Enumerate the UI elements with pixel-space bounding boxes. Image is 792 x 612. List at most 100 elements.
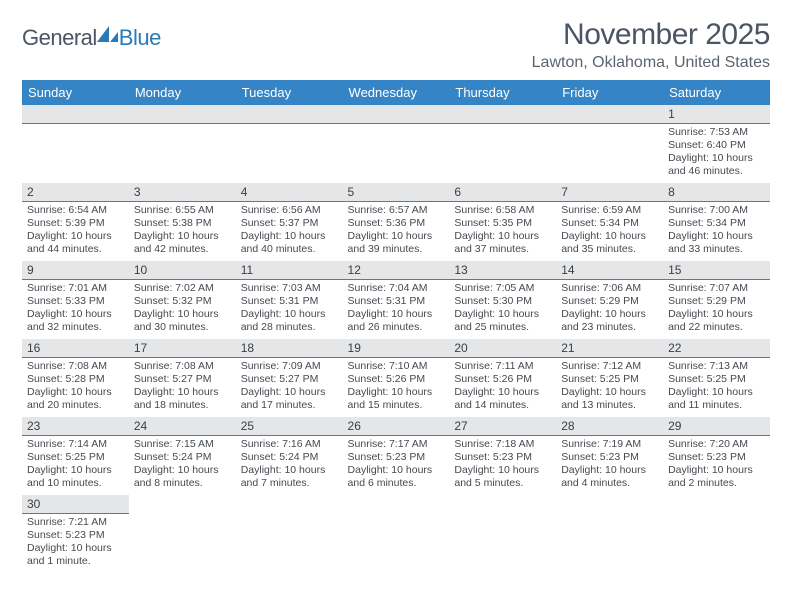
day-detail: Sunrise: 6:54 AMSunset: 5:39 PMDaylight:… xyxy=(22,202,129,261)
day-number-bar: 30 xyxy=(22,495,129,514)
sunrise-text: Sunrise: 7:07 AM xyxy=(668,282,765,295)
day-number-bar: 27 xyxy=(449,417,556,436)
calendar-cell: 28Sunrise: 7:19 AMSunset: 5:23 PMDayligh… xyxy=(556,417,663,495)
day-number-bar xyxy=(129,105,236,124)
day-detail: Sunrise: 7:11 AMSunset: 5:26 PMDaylight:… xyxy=(449,358,556,417)
sunrise-text: Sunrise: 6:58 AM xyxy=(454,204,551,217)
calendar-cell: 2Sunrise: 6:54 AMSunset: 5:39 PMDaylight… xyxy=(22,183,129,261)
day-number-bar: 10 xyxy=(129,261,236,280)
daylight-text: Daylight: 10 hours and 25 minutes. xyxy=(454,308,551,334)
day-detail: Sunrise: 7:00 AMSunset: 5:34 PMDaylight:… xyxy=(663,202,770,261)
day-detail: Sunrise: 7:14 AMSunset: 5:25 PMDaylight:… xyxy=(22,436,129,495)
day-detail: Sunrise: 7:21 AMSunset: 5:23 PMDaylight:… xyxy=(22,514,129,573)
daylight-text: Daylight: 10 hours and 32 minutes. xyxy=(27,308,124,334)
day-detail: Sunrise: 6:58 AMSunset: 5:35 PMDaylight:… xyxy=(449,202,556,261)
sunrise-text: Sunrise: 7:10 AM xyxy=(348,360,445,373)
day-header: Wednesday xyxy=(343,80,450,105)
sunrise-text: Sunrise: 7:08 AM xyxy=(134,360,231,373)
calendar-cell: 6Sunrise: 6:58 AMSunset: 5:35 PMDaylight… xyxy=(449,183,556,261)
sunset-text: Sunset: 5:25 PM xyxy=(561,373,658,386)
sunset-text: Sunset: 5:25 PM xyxy=(668,373,765,386)
day-header: Thursday xyxy=(449,80,556,105)
sunset-text: Sunset: 5:26 PM xyxy=(454,373,551,386)
day-detail: Sunrise: 7:12 AMSunset: 5:25 PMDaylight:… xyxy=(556,358,663,417)
calendar-cell: 12Sunrise: 7:04 AMSunset: 5:31 PMDayligh… xyxy=(343,261,450,339)
day-detail: Sunrise: 7:04 AMSunset: 5:31 PMDaylight:… xyxy=(343,280,450,339)
daylight-text: Daylight: 10 hours and 4 minutes. xyxy=(561,464,658,490)
daylight-text: Daylight: 10 hours and 5 minutes. xyxy=(454,464,551,490)
calendar-week-row: 9Sunrise: 7:01 AMSunset: 5:33 PMDaylight… xyxy=(22,261,770,339)
calendar-cell: 27Sunrise: 7:18 AMSunset: 5:23 PMDayligh… xyxy=(449,417,556,495)
day-number-bar: 25 xyxy=(236,417,343,436)
day-detail: Sunrise: 7:03 AMSunset: 5:31 PMDaylight:… xyxy=(236,280,343,339)
sunrise-text: Sunrise: 6:59 AM xyxy=(561,204,658,217)
calendar-cell: 16Sunrise: 7:08 AMSunset: 5:28 PMDayligh… xyxy=(22,339,129,417)
sunset-text: Sunset: 5:33 PM xyxy=(27,295,124,308)
sunset-text: Sunset: 5:27 PM xyxy=(134,373,231,386)
day-number-bar xyxy=(236,105,343,124)
calendar-table: SundayMondayTuesdayWednesdayThursdayFrid… xyxy=(22,80,770,573)
day-detail: Sunrise: 6:56 AMSunset: 5:37 PMDaylight:… xyxy=(236,202,343,261)
day-detail: Sunrise: 6:57 AMSunset: 5:36 PMDaylight:… xyxy=(343,202,450,261)
daylight-text: Daylight: 10 hours and 2 minutes. xyxy=(668,464,765,490)
sunset-text: Sunset: 5:36 PM xyxy=(348,217,445,230)
daylight-text: Daylight: 10 hours and 42 minutes. xyxy=(134,230,231,256)
day-detail: Sunrise: 7:20 AMSunset: 5:23 PMDaylight:… xyxy=(663,436,770,495)
month-title: November 2025 xyxy=(532,18,770,52)
sail-icon xyxy=(95,24,121,51)
daylight-text: Daylight: 10 hours and 18 minutes. xyxy=(134,386,231,412)
sunrise-text: Sunrise: 7:11 AM xyxy=(454,360,551,373)
calendar-cell: 8Sunrise: 7:00 AMSunset: 5:34 PMDaylight… xyxy=(663,183,770,261)
daylight-text: Daylight: 10 hours and 35 minutes. xyxy=(561,230,658,256)
calendar-cell: 17Sunrise: 7:08 AMSunset: 5:27 PMDayligh… xyxy=(129,339,236,417)
day-number-bar: 5 xyxy=(343,183,450,202)
sunrise-text: Sunrise: 7:03 AM xyxy=(241,282,338,295)
daylight-text: Daylight: 10 hours and 37 minutes. xyxy=(454,230,551,256)
sunrise-text: Sunrise: 7:13 AM xyxy=(668,360,765,373)
day-number-bar: 23 xyxy=(22,417,129,436)
calendar-cell: 29Sunrise: 7:20 AMSunset: 5:23 PMDayligh… xyxy=(663,417,770,495)
calendar-cell xyxy=(129,105,236,183)
calendar-cell: 15Sunrise: 7:07 AMSunset: 5:29 PMDayligh… xyxy=(663,261,770,339)
brand-text-blue: Blue xyxy=(119,25,161,51)
sunrise-text: Sunrise: 6:54 AM xyxy=(27,204,124,217)
calendar-cell: 13Sunrise: 7:05 AMSunset: 5:30 PMDayligh… xyxy=(449,261,556,339)
daylight-text: Daylight: 10 hours and 1 minute. xyxy=(27,542,124,568)
calendar-cell: 14Sunrise: 7:06 AMSunset: 5:29 PMDayligh… xyxy=(556,261,663,339)
day-detail: Sunrise: 7:01 AMSunset: 5:33 PMDaylight:… xyxy=(22,280,129,339)
daylight-text: Daylight: 10 hours and 15 minutes. xyxy=(348,386,445,412)
calendar-cell: 9Sunrise: 7:01 AMSunset: 5:33 PMDaylight… xyxy=(22,261,129,339)
calendar-cell: 11Sunrise: 7:03 AMSunset: 5:31 PMDayligh… xyxy=(236,261,343,339)
page-root: General Blue November 2025 Lawton, Oklah… xyxy=(0,0,792,583)
calendar-cell xyxy=(663,495,770,573)
day-header: Monday xyxy=(129,80,236,105)
sunrise-text: Sunrise: 7:08 AM xyxy=(27,360,124,373)
calendar-cell: 22Sunrise: 7:13 AMSunset: 5:25 PMDayligh… xyxy=(663,339,770,417)
day-detail: Sunrise: 7:09 AMSunset: 5:27 PMDaylight:… xyxy=(236,358,343,417)
daylight-text: Daylight: 10 hours and 10 minutes. xyxy=(27,464,124,490)
location-text: Lawton, Oklahoma, United States xyxy=(532,54,770,72)
day-number-bar: 2 xyxy=(22,183,129,202)
calendar-cell xyxy=(556,105,663,183)
sunset-text: Sunset: 5:23 PM xyxy=(561,451,658,464)
sunrise-text: Sunrise: 7:06 AM xyxy=(561,282,658,295)
sunrise-text: Sunrise: 7:12 AM xyxy=(561,360,658,373)
day-number-bar: 19 xyxy=(343,339,450,358)
sunset-text: Sunset: 5:28 PM xyxy=(27,373,124,386)
calendar-cell: 3Sunrise: 6:55 AMSunset: 5:38 PMDaylight… xyxy=(129,183,236,261)
brand-logo: General Blue xyxy=(22,24,161,51)
day-detail: Sunrise: 7:18 AMSunset: 5:23 PMDaylight:… xyxy=(449,436,556,495)
calendar-cell: 5Sunrise: 6:57 AMSunset: 5:36 PMDaylight… xyxy=(343,183,450,261)
day-detail: Sunrise: 7:17 AMSunset: 5:23 PMDaylight:… xyxy=(343,436,450,495)
calendar-week-row: 2Sunrise: 6:54 AMSunset: 5:39 PMDaylight… xyxy=(22,183,770,261)
daylight-text: Daylight: 10 hours and 14 minutes. xyxy=(454,386,551,412)
title-block: November 2025 Lawton, Oklahoma, United S… xyxy=(532,18,770,72)
calendar-cell: 7Sunrise: 6:59 AMSunset: 5:34 PMDaylight… xyxy=(556,183,663,261)
day-number-bar: 22 xyxy=(663,339,770,358)
day-detail: Sunrise: 7:05 AMSunset: 5:30 PMDaylight:… xyxy=(449,280,556,339)
day-number-bar: 28 xyxy=(556,417,663,436)
day-detail: Sunrise: 7:10 AMSunset: 5:26 PMDaylight:… xyxy=(343,358,450,417)
day-number-bar xyxy=(22,105,129,124)
calendar-cell: 26Sunrise: 7:17 AMSunset: 5:23 PMDayligh… xyxy=(343,417,450,495)
sunset-text: Sunset: 5:25 PM xyxy=(27,451,124,464)
